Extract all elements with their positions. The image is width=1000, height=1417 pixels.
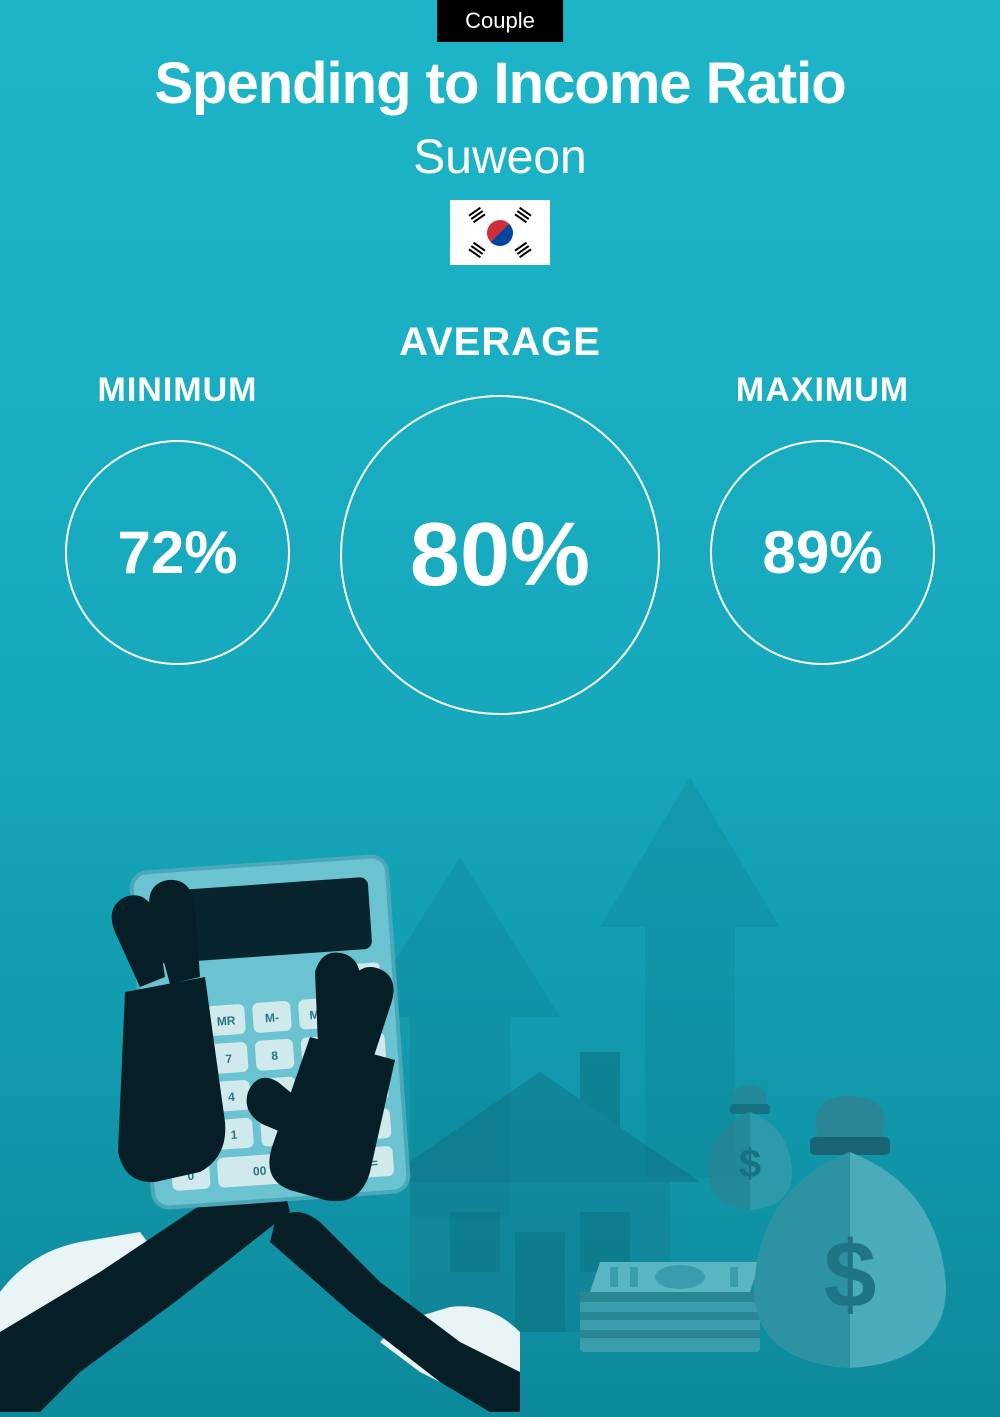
svg-text:4: 4 — [228, 1090, 236, 1104]
category-badge: Couple — [437, 0, 563, 42]
stat-average-label: AVERAGE — [399, 320, 601, 365]
stat-minimum: MINIMUM 72% — [65, 371, 290, 665]
cash-stack-icon — [580, 1232, 760, 1357]
stat-maximum-value: 89% — [762, 518, 882, 587]
stat-minimum-circle: 72% — [65, 440, 290, 665]
svg-text:8: 8 — [271, 1048, 279, 1062]
svg-text:M-: M- — [265, 1010, 280, 1025]
stats-row: MINIMUM 72% AVERAGE 80% MAXIMUM 89% — [0, 320, 1000, 715]
hands-calculator-icon: % MU MC MR M- M+ ÷ +/- 7 8 9 × ▶ 4 5 6 - — [0, 812, 520, 1417]
money-bag-large-icon: $ — [740, 1092, 960, 1377]
illustration-area: $ $ — [0, 797, 1000, 1417]
svg-text:$: $ — [824, 1222, 877, 1328]
stat-average: AVERAGE 80% — [340, 320, 660, 715]
stat-minimum-label: MINIMUM — [98, 371, 258, 410]
stat-minimum-value: 72% — [117, 518, 237, 587]
svg-text:MR: MR — [216, 1013, 236, 1028]
svg-text:7: 7 — [225, 1052, 233, 1066]
stat-maximum-circle: 89% — [710, 440, 935, 665]
stat-average-circle: 80% — [340, 395, 660, 715]
country-flag — [450, 200, 550, 265]
stat-average-value: 80% — [410, 504, 590, 607]
stat-maximum-label: MAXIMUM — [736, 371, 909, 410]
korea-flag-icon — [450, 200, 550, 265]
svg-text:00: 00 — [253, 1164, 268, 1179]
city-subtitle: Suweon — [0, 130, 1000, 185]
page-title: Spending to Income Ratio — [0, 50, 1000, 117]
stat-maximum: MAXIMUM 89% — [710, 371, 935, 665]
svg-text:1: 1 — [230, 1128, 238, 1142]
